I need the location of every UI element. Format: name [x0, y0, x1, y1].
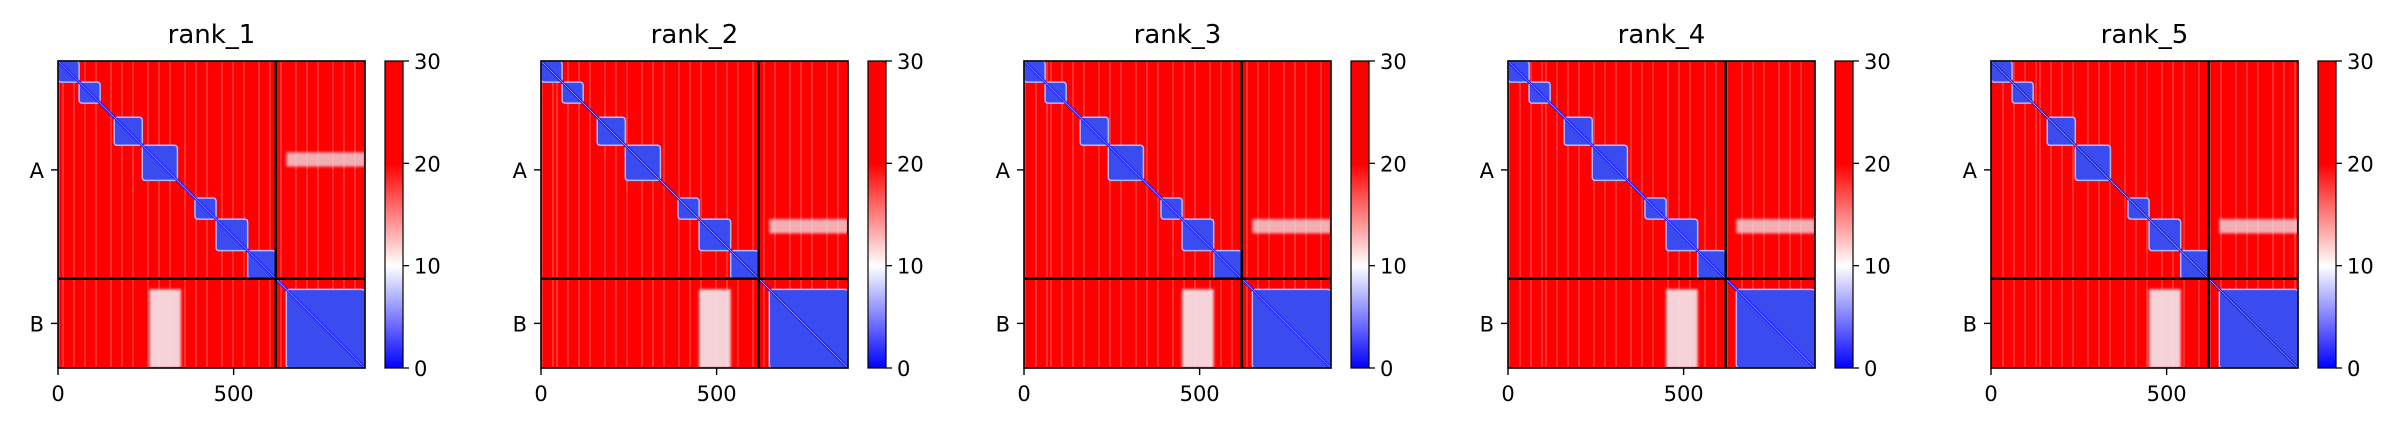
colorbar-tick-label: 30: [414, 50, 441, 74]
colorbar: [1350, 60, 1370, 369]
colorbar-tick-label: 20: [414, 152, 441, 176]
x-tick-label: 500: [1664, 382, 1704, 406]
chain-label-A: A: [1963, 159, 1978, 183]
heatmap-frame: [1023, 60, 1332, 369]
colorbar-tick-label: 10: [897, 255, 924, 279]
panel-title: rank_4: [1618, 20, 1706, 50]
panel-title: rank_3: [1134, 20, 1222, 50]
cross-region-a-rows: [769, 219, 848, 234]
panel-rank_3: rank_3 A B 0 500 0 10 20 30: [996, 20, 1407, 406]
panel-rank_4: rank_4 A B 0 500 0 10 20 30: [1480, 20, 1891, 406]
colorbar-tick-label: 10: [1864, 255, 1891, 279]
heatmap-frame: [1990, 60, 2299, 369]
cross-region-b-rows: [149, 289, 181, 368]
cross-region-a-rows: [1252, 219, 1331, 234]
colorbar-tick-label: 30: [2347, 50, 2374, 74]
colorbar-tick-label: 30: [897, 50, 924, 74]
cross-region-a-rows: [286, 152, 365, 167]
cross-chain-regions: [149, 152, 365, 368]
panel-title: rank_5: [2101, 20, 2189, 50]
x-tick-label: 0: [51, 382, 64, 406]
cross-region-b-rows: [1182, 289, 1214, 368]
colorbar-tick-label: 10: [1380, 255, 1407, 279]
cross-region-b-rows: [1666, 289, 1698, 368]
colorbar-tick-label: 0: [1380, 357, 1393, 381]
chain-label-A: A: [513, 159, 528, 183]
cross-chain-regions: [1182, 219, 1331, 368]
x-tick-label: 500: [1180, 382, 1220, 406]
colorbar-tick-label: 20: [2347, 152, 2374, 176]
panel-title: rank_1: [168, 20, 256, 50]
chain-label-B: B: [513, 312, 527, 336]
cross-region-b-rows: [2149, 289, 2181, 368]
panel-rank_5: rank_5 A B 0 500 0 10 20 30: [1963, 20, 2374, 406]
colorbar-tick-label: 30: [1864, 50, 1891, 74]
cross-chain-regions: [2149, 219, 2298, 368]
colorbar-tick-label: 20: [897, 152, 924, 176]
x-tick-label: 0: [1984, 382, 1997, 406]
colorbar-tick-label: 10: [2347, 255, 2374, 279]
colorbar-tick-label: 30: [1380, 50, 1407, 74]
colorbar-tick-label: 20: [1864, 152, 1891, 176]
x-tick-label: 500: [214, 382, 254, 406]
chain-label-B: B: [996, 312, 1010, 336]
x-tick-label: 500: [697, 382, 737, 406]
cross-region-a-rows: [2219, 219, 2298, 234]
chain-label-B: B: [1480, 312, 1494, 336]
cross-chain-regions: [1666, 219, 1815, 368]
heatmap-texture: [541, 61, 839, 368]
chain-label-A: A: [1480, 159, 1495, 183]
panel-rank_2: rank_2 A B 0 500 0 10 20 30: [513, 20, 924, 406]
colorbar-tick-label: 10: [414, 255, 441, 279]
colorbar: [384, 60, 404, 369]
colorbar-tick-label: 0: [1864, 357, 1877, 381]
colorbar: [867, 60, 887, 369]
x-tick-label: 0: [1017, 382, 1030, 406]
heatmap-frame: [540, 60, 849, 369]
cross-region-b-rows: [699, 289, 731, 368]
colorbar-tick-label: 0: [414, 357, 427, 381]
colorbar-tick-label: 20: [1380, 152, 1407, 176]
chain-label-A: A: [996, 159, 1011, 183]
cross-chain-regions: [699, 219, 848, 368]
heatmap-frame: [57, 60, 366, 369]
cross-region-a-rows: [1736, 219, 1815, 234]
colorbar-tick-label: 0: [897, 357, 910, 381]
colorbar-tick-label: 0: [2347, 357, 2360, 381]
colorbar: [2317, 60, 2337, 369]
x-tick-label: 500: [2147, 382, 2187, 406]
panel-title: rank_2: [651, 20, 739, 50]
colorbar: [1834, 60, 1854, 369]
chain-label-B: B: [30, 312, 44, 336]
heatmap-frame: [1507, 60, 1816, 369]
x-tick-label: 0: [534, 382, 547, 406]
panel-rank_1: rank_1 A B 0 500 0 10 20 30: [30, 20, 441, 406]
x-tick-label: 0: [1501, 382, 1514, 406]
chain-label-B: B: [1963, 312, 1977, 336]
chain-label-A: A: [30, 159, 45, 183]
